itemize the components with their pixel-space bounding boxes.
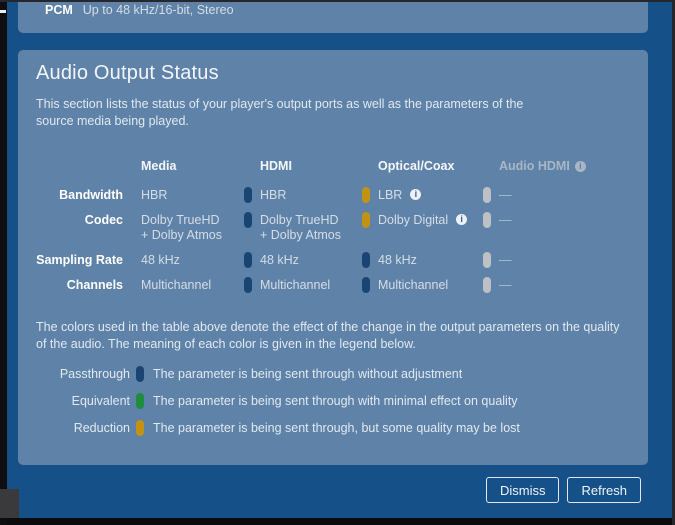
cell-audio-hdmi: — [483, 187, 630, 203]
cell-audio-hdmi: — [483, 212, 630, 228]
legend-description: The parameter is being sent through with… [153, 394, 518, 408]
cell-hdmi: Multichannel [244, 277, 362, 293]
cell-value: LBR [378, 188, 403, 202]
cell-hdmi: HBR [244, 187, 362, 203]
colors-note: The colors used in the table above denot… [36, 320, 620, 351]
status-pill [483, 187, 491, 203]
pcm-row-value: Up to 48 kHz/16-bit, Stereo [82, 3, 234, 17]
status-pill [483, 277, 491, 293]
cell-value: HBR [260, 188, 287, 202]
legend-label: Passthrough [59, 367, 130, 381]
status-pill [362, 252, 370, 268]
right-edge-strip [672, 0, 675, 525]
color-legend: Passthrough The parameter is being sent … [36, 366, 630, 436]
page-title: Audio Output Status [36, 62, 219, 84]
status-pill [362, 187, 370, 203]
legend-row-passthrough: Passthrough The parameter is being sent … [36, 366, 630, 382]
cell-media: HBR [141, 188, 168, 202]
cell-audio-hdmi: — [483, 277, 630, 293]
legend-color-swatch [136, 420, 144, 436]
legend-description: The parameter is being sent through, but… [153, 421, 520, 435]
cell-media: Dolby TrueHD + Dolby Atmos [141, 213, 222, 242]
cell-hdmi: 48 kHz [244, 252, 362, 268]
status-pill [362, 212, 370, 228]
status-pill [244, 277, 252, 293]
legend-color-swatch [136, 393, 144, 409]
status-pill [483, 252, 491, 268]
cell-hdmi: Dolby TrueHD + Dolby Atmos [244, 212, 362, 243]
left-edge-strip [0, 0, 7, 525]
pcm-row-label: PCM [45, 3, 73, 17]
column-header-audio-hdmi-label: Audio HDMI [499, 159, 570, 173]
dismiss-button[interactable]: Dismiss [485, 477, 560, 503]
column-header-optical-coax: Optical/Coax [378, 159, 455, 173]
cell-value: — [499, 213, 512, 227]
cell-media: Multichannel [141, 278, 212, 292]
status-pill [244, 187, 252, 203]
legend-row-reduction: Reduction The parameter is being sent th… [36, 420, 630, 436]
row-label: Channels [66, 278, 123, 292]
top-edge-line [0, 0, 675, 2]
action-buttons: Dismiss Refresh [18, 477, 648, 503]
status-pill [244, 212, 252, 228]
cell-optical-coax: Dolby Digital i [362, 212, 483, 228]
status-pill [483, 212, 491, 228]
row-label: Codec [84, 213, 123, 227]
refresh-button[interactable]: Refresh [567, 477, 641, 503]
audio-output-status-card: Audio Output Status This section lists t… [18, 50, 648, 465]
table-row-sampling-rate: Sampling Rate 48 kHz 48 kHz 48 kHz — [36, 252, 630, 268]
legend-label: Equivalent [71, 394, 130, 408]
cell-value: Multichannel [378, 278, 449, 292]
intro-text: This section lists the status of your pl… [36, 97, 524, 128]
cell-value: 48 kHz [260, 253, 299, 267]
legend-description: The parameter is being sent through with… [153, 367, 463, 381]
table-row-channels: Channels Multichannel Multichannel Multi… [36, 277, 630, 293]
cell-value: Dolby TrueHD + Dolby Atmos [260, 213, 341, 242]
cell-media: 48 kHz [141, 253, 180, 267]
output-status-table: Media HDMI Optical/Coax Audio HDMI i Band… [36, 159, 630, 293]
cell-optical-coax: LBR i [362, 187, 483, 203]
cell-value: 48 kHz [378, 253, 417, 267]
table-row-bandwidth: Bandwidth HBR HBR LBR i — [36, 187, 630, 203]
column-header-media: Media [141, 159, 177, 173]
status-pill [362, 277, 370, 293]
cell-optical-coax: Multichannel [362, 277, 483, 293]
column-header-audio-hdmi: Audio HDMI i [483, 159, 630, 174]
row-label: Bandwidth [59, 188, 123, 202]
cell-audio-hdmi: — [483, 252, 630, 268]
cell-value: Multichannel [260, 278, 331, 292]
legend-color-swatch [136, 366, 144, 382]
bottom-left-notch [0, 489, 19, 518]
table-header-row: Media HDMI Optical/Coax Audio HDMI i [36, 159, 630, 174]
cell-optical-coax: 48 kHz [362, 252, 483, 268]
table-row-codec: Codec Dolby TrueHD + Dolby Atmos Dolby T… [36, 212, 630, 243]
status-pill [244, 252, 252, 268]
info-icon[interactable]: i [574, 161, 586, 172]
legend-row-equivalent: Equivalent The parameter is being sent t… [36, 393, 630, 409]
info-icon[interactable]: i [410, 189, 422, 200]
cell-value: — [499, 188, 512, 202]
column-header-hdmi: HDMI [260, 159, 292, 173]
row-label: Sampling Rate [36, 253, 123, 267]
left-edge-tick [0, 10, 6, 13]
cell-value: Dolby Digital [378, 213, 449, 227]
legend-label: Reduction [73, 421, 130, 435]
info-icon[interactable]: i [456, 214, 468, 225]
cell-value: — [499, 253, 512, 267]
cell-value: — [499, 278, 512, 292]
previous-section-card: PCM Up to 48 kHz/16-bit, Stereo [18, 0, 648, 33]
